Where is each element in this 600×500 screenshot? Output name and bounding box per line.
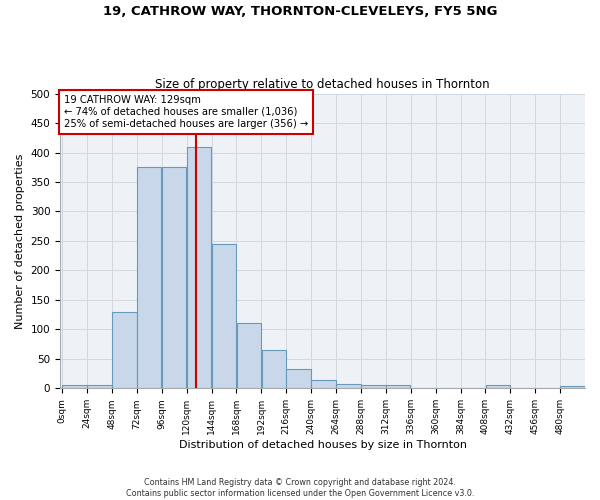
Bar bbox=[336, 384, 361, 388]
Bar bbox=[162, 168, 187, 388]
Bar bbox=[212, 244, 236, 388]
Bar bbox=[236, 324, 261, 388]
Bar bbox=[137, 168, 161, 388]
Bar bbox=[485, 386, 510, 388]
Y-axis label: Number of detached properties: Number of detached properties bbox=[15, 154, 25, 328]
Title: Size of property relative to detached houses in Thornton: Size of property relative to detached ho… bbox=[155, 78, 490, 91]
Bar bbox=[386, 386, 410, 388]
Text: Contains HM Land Registry data © Crown copyright and database right 2024.
Contai: Contains HM Land Registry data © Crown c… bbox=[126, 478, 474, 498]
Bar bbox=[187, 146, 211, 388]
Bar bbox=[361, 385, 386, 388]
X-axis label: Distribution of detached houses by size in Thornton: Distribution of detached houses by size … bbox=[179, 440, 467, 450]
Bar bbox=[112, 312, 137, 388]
Bar bbox=[311, 380, 336, 388]
Text: 19 CATHROW WAY: 129sqm
← 74% of detached houses are smaller (1,036)
25% of semi-: 19 CATHROW WAY: 129sqm ← 74% of detached… bbox=[64, 96, 308, 128]
Bar bbox=[87, 386, 112, 388]
Bar bbox=[560, 386, 585, 388]
Text: 19, CATHROW WAY, THORNTON-CLEVELEYS, FY5 5NG: 19, CATHROW WAY, THORNTON-CLEVELEYS, FY5… bbox=[103, 5, 497, 18]
Bar bbox=[262, 350, 286, 389]
Bar bbox=[62, 386, 87, 388]
Bar bbox=[286, 369, 311, 388]
